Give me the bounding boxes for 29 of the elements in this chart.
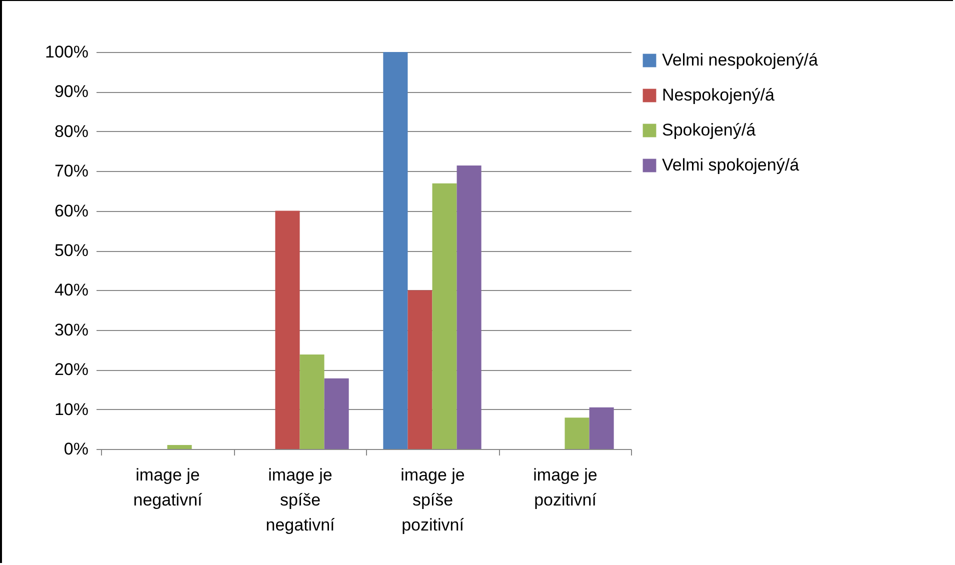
legend-label: Nespokojený/á <box>662 86 776 104</box>
y-tick-label: 70% <box>54 162 88 181</box>
y-tick-label: 100% <box>45 42 88 62</box>
y-tick-label: 60% <box>54 201 88 220</box>
y-tick-label: 30% <box>54 320 88 340</box>
bar <box>408 290 432 449</box>
y-tick-label: 50% <box>54 241 88 260</box>
bar <box>300 354 324 449</box>
x-tick-label: image je spíše pozitivní <box>400 466 465 534</box>
bar <box>564 418 590 449</box>
bar <box>383 52 408 449</box>
y-tick-label: 90% <box>54 82 88 102</box>
bar <box>432 183 457 449</box>
y-tick-label: 80% <box>54 122 88 141</box>
y-tick-label: 20% <box>54 360 88 380</box>
legend-label: Velmi nespokojený/á <box>662 50 818 70</box>
bar <box>324 378 349 449</box>
bar <box>589 407 614 449</box>
y-tick-label: 40% <box>54 280 88 300</box>
y-tick-label: 10% <box>54 400 88 419</box>
bar <box>275 210 300 449</box>
x-tick-label: image je spíše negativní <box>266 466 336 534</box>
x-tick-label: image je negativní <box>133 466 203 510</box>
legend-label: Velmi spokojený/á <box>662 156 800 174</box>
bar <box>167 445 192 449</box>
legend-label: Spokojený/á <box>662 120 756 140</box>
bar <box>456 166 482 449</box>
y-tick-label: 0% <box>64 440 88 458</box>
x-tick-label: image je pozitivní <box>533 466 598 510</box>
